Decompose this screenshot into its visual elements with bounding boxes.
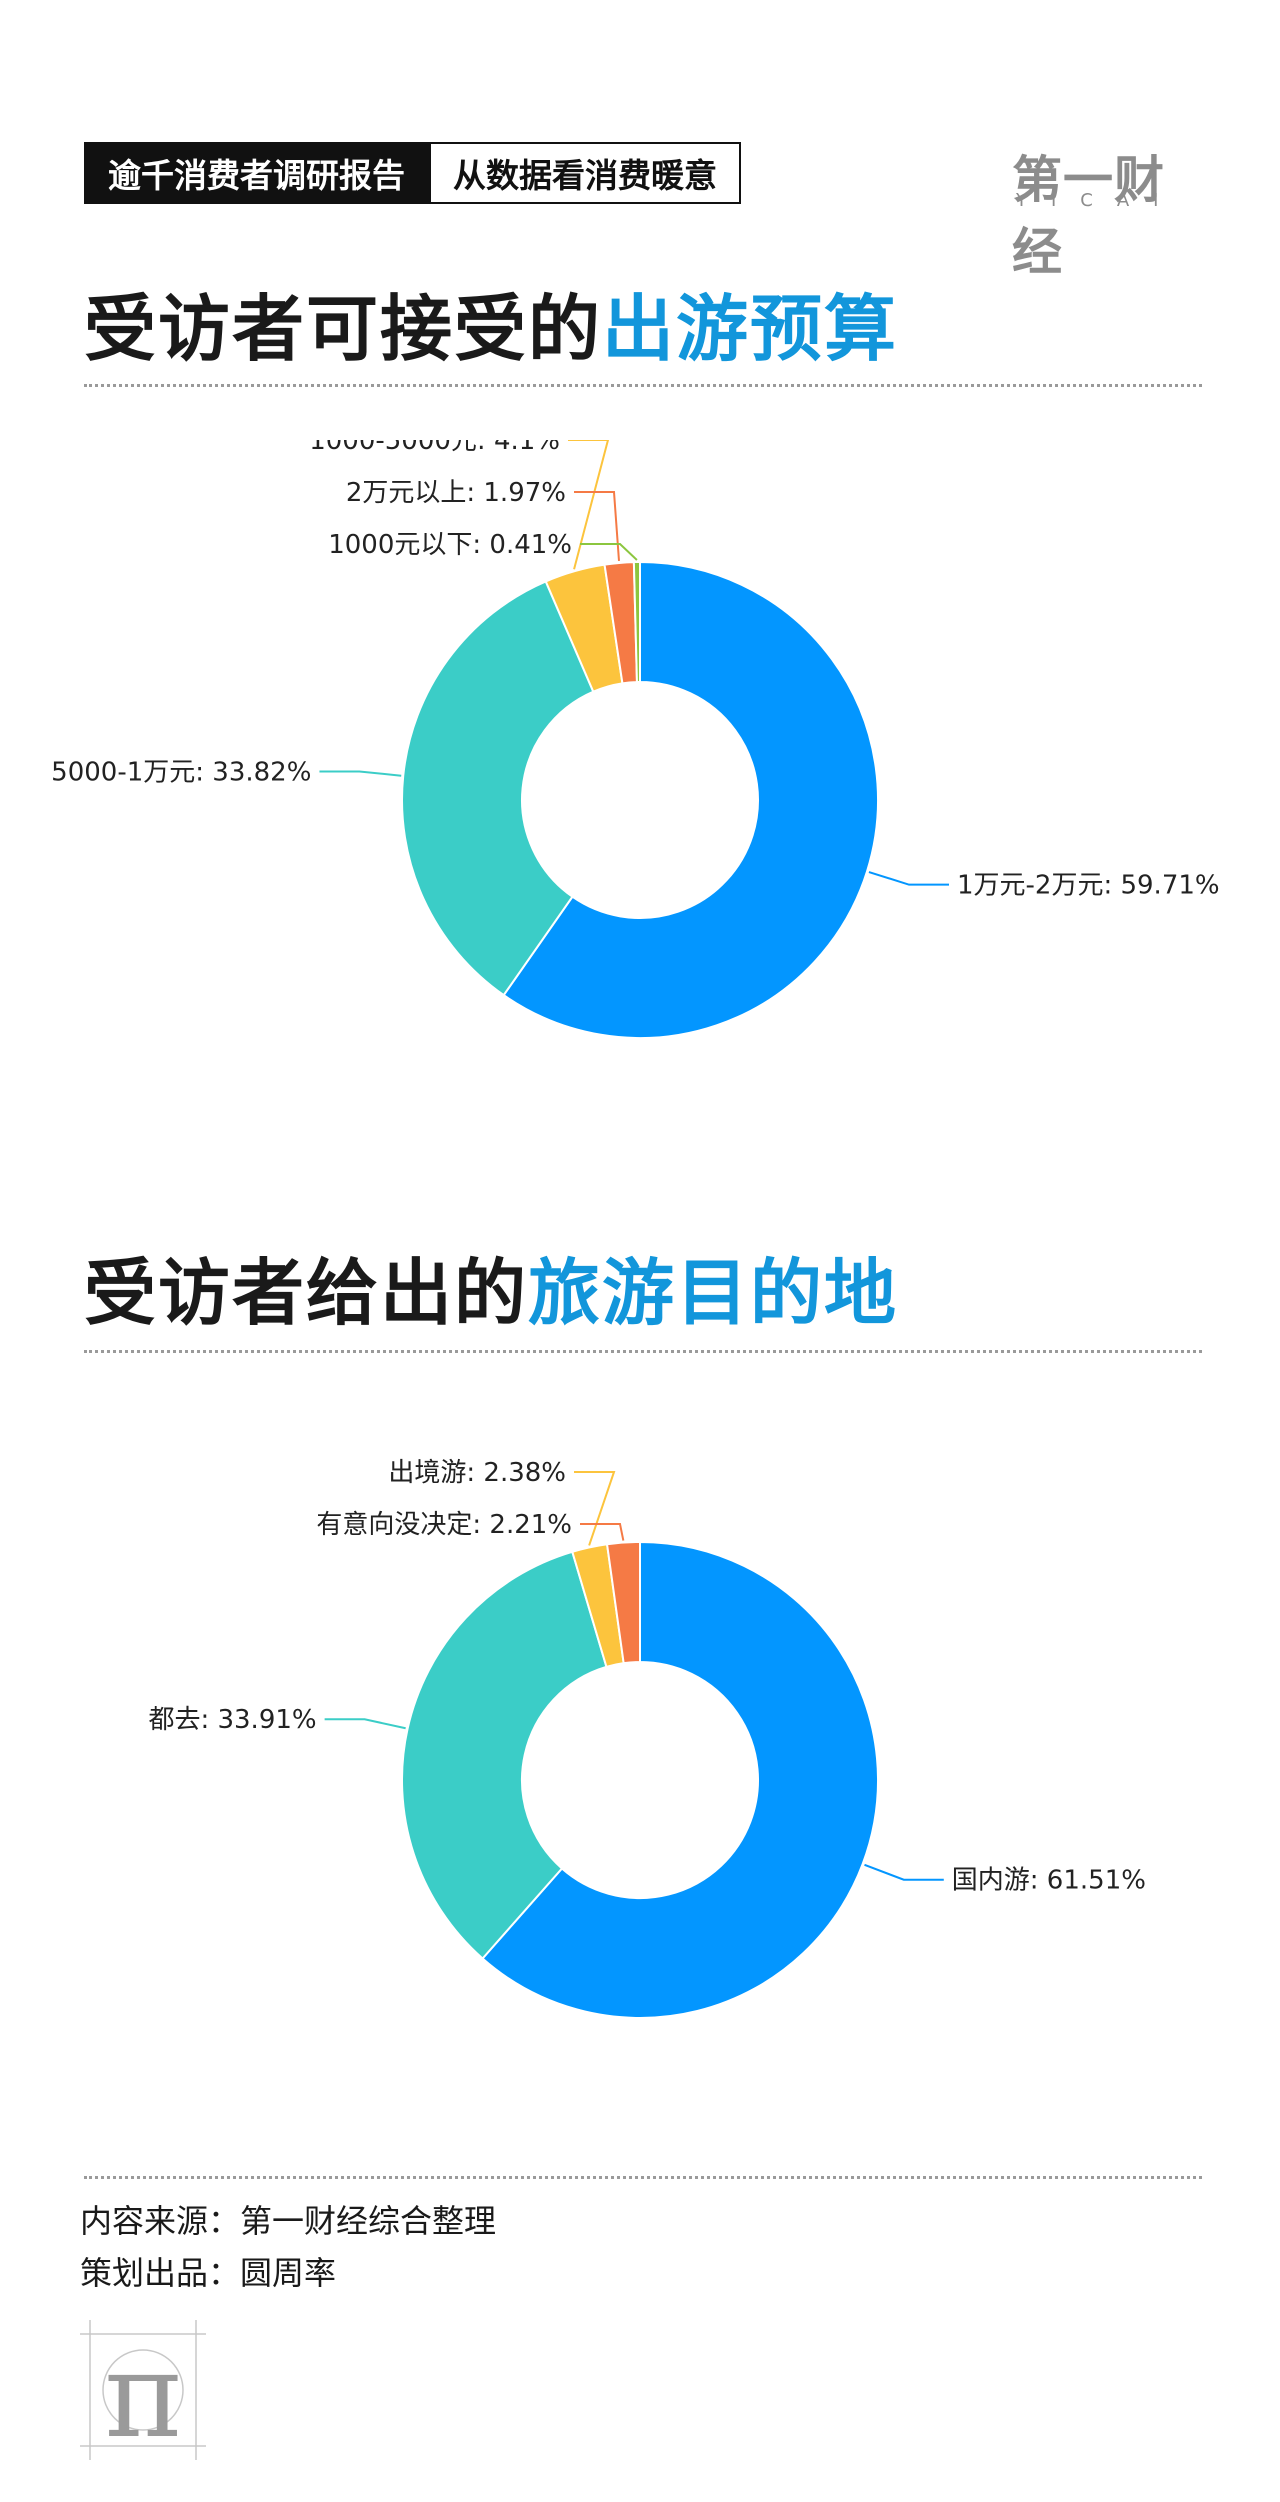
budget-leader-3 xyxy=(574,491,620,561)
budget-donut-chart: 1万元-2万元: 59.71% 5000-1万元: 33.82% 1000-5000… xyxy=(51,440,1220,1039)
destination-section-title: 受访者给出的旅游目的地 xyxy=(84,1234,898,1339)
destination-divider xyxy=(84,1350,1202,1353)
destination-label-0: 国内游: 61.51% xyxy=(952,1866,1146,1896)
pi-logo-icon: π xyxy=(80,2320,206,2460)
budget-slice-4 xyxy=(632,560,641,684)
budget-leader-2 xyxy=(568,440,610,570)
yicai-logo-en: YICAI xyxy=(1016,190,1183,211)
budget-label-3: 2万元以上: 1.97% xyxy=(346,478,566,508)
report-tags: 逾千消费者调研报告 从数据看消费暖意 xyxy=(84,142,741,204)
destination-slice-0 xyxy=(481,1540,879,2019)
yicai-logo: 第一财经 YICAI xyxy=(1012,140,1204,281)
budget-leader-1 xyxy=(319,770,402,777)
yicai-logo-cn: 第一财经 xyxy=(1012,151,1165,281)
destination-leader-3 xyxy=(580,1523,625,1541)
destination-title-main: 受访者给出的 xyxy=(84,1251,529,1335)
destination-leader-1 xyxy=(324,1718,406,1730)
budget-label-2: 1000-5000元: 4.1% xyxy=(309,440,560,456)
budget-label-1: 5000-1万元: 33.82% xyxy=(51,757,311,787)
destination-slice-3 xyxy=(605,1540,641,1665)
footer-divider xyxy=(84,2176,1202,2179)
destination-donut-chart: 国内游: 61.51% 都去: 33.91% 出境游: 2.38% 有意向没决定: 2… xyxy=(148,1458,1146,2019)
budget-divider xyxy=(84,384,1202,387)
budget-slice-0 xyxy=(502,560,879,1039)
pi-glyph: π xyxy=(104,2326,182,2460)
producer-credit: 策划出品：圆周率 xyxy=(80,2254,337,2292)
budget-leader-0 xyxy=(868,871,949,886)
budget-section-title: 受访者可接受的出游预算 xyxy=(84,270,898,375)
destination-leader-2 xyxy=(574,1471,616,1546)
budget-leader-4 xyxy=(580,543,638,561)
budget-slice-1 xyxy=(401,580,595,997)
budget-label-0: 1万元-2万元: 59.71% xyxy=(957,871,1220,901)
content-source: 内容来源：第一财经综合整理 xyxy=(80,2202,497,2240)
destination-label-1: 都去: 33.91% xyxy=(148,1705,316,1735)
report-series-tag: 逾千消费者调研报告 xyxy=(84,142,429,204)
destination-slice-1 xyxy=(401,1550,608,1960)
destination-leader-0 xyxy=(864,1863,944,1881)
budget-title-highlight: 出游预算 xyxy=(602,287,899,371)
destination-label-3: 有意向没决定: 2.21% xyxy=(316,1510,572,1540)
destination-title-highlight: 旅游目的地 xyxy=(528,1251,899,1335)
report-subtitle-tag: 从数据看消费暖意 xyxy=(429,142,741,204)
budget-title-main: 受访者可接受的 xyxy=(84,287,603,371)
destination-label-2: 出境游: 2.38% xyxy=(388,1458,566,1488)
budget-label-4: 1000元以下: 0.41% xyxy=(328,530,572,560)
